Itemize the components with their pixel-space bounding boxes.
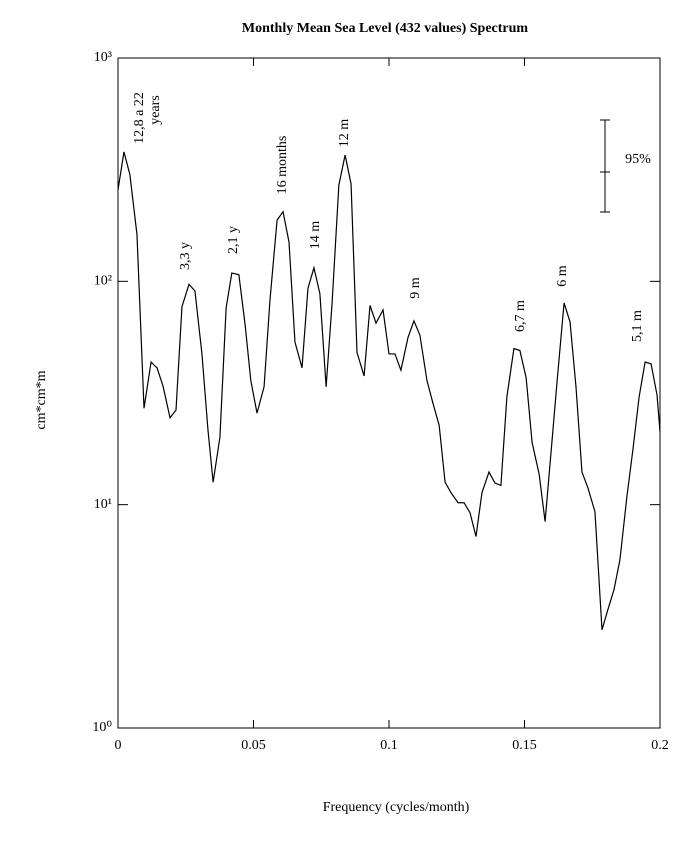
chart-title: Monthly Mean Sea Level (432 values) Spec…	[242, 21, 529, 36]
annotation: years	[148, 95, 163, 125]
annotation: 16 months	[275, 136, 290, 195]
annotation: 12 m	[337, 119, 352, 148]
annotation: 5,1 m	[630, 310, 645, 342]
plot-frame	[117, 57, 661, 729]
y-tick-label: 10⁰	[92, 720, 112, 735]
x-tick-label: 0	[115, 738, 122, 753]
x-tick-label: 0.15	[512, 738, 537, 753]
data-line	[117, 151, 661, 631]
annotation: 6 m	[555, 265, 570, 287]
x-tick-label: 0.1	[380, 738, 398, 753]
annotation: 3,3 y	[178, 242, 193, 270]
y-axis-label: cm*cm*m	[34, 370, 49, 429]
annotation: 2,1 y	[226, 226, 241, 254]
confidence-bar	[600, 119, 610, 213]
annotation: 9 m	[408, 277, 423, 299]
annotation: 12,8 a 22	[132, 92, 147, 144]
x-tick-label: 0.2	[651, 738, 669, 753]
y-tick-label: 10³	[94, 50, 112, 65]
y-tick-label: 10²	[94, 274, 112, 289]
x-axis-label: Frequency (cycles/month)	[323, 800, 470, 815]
annotation: 95%	[625, 152, 651, 167]
annotation: 14 m	[308, 221, 323, 250]
y-tick-label: 10¹	[94, 497, 112, 512]
annotation: 6,7 m	[513, 300, 528, 332]
x-tick-label: 0.05	[241, 738, 266, 753]
